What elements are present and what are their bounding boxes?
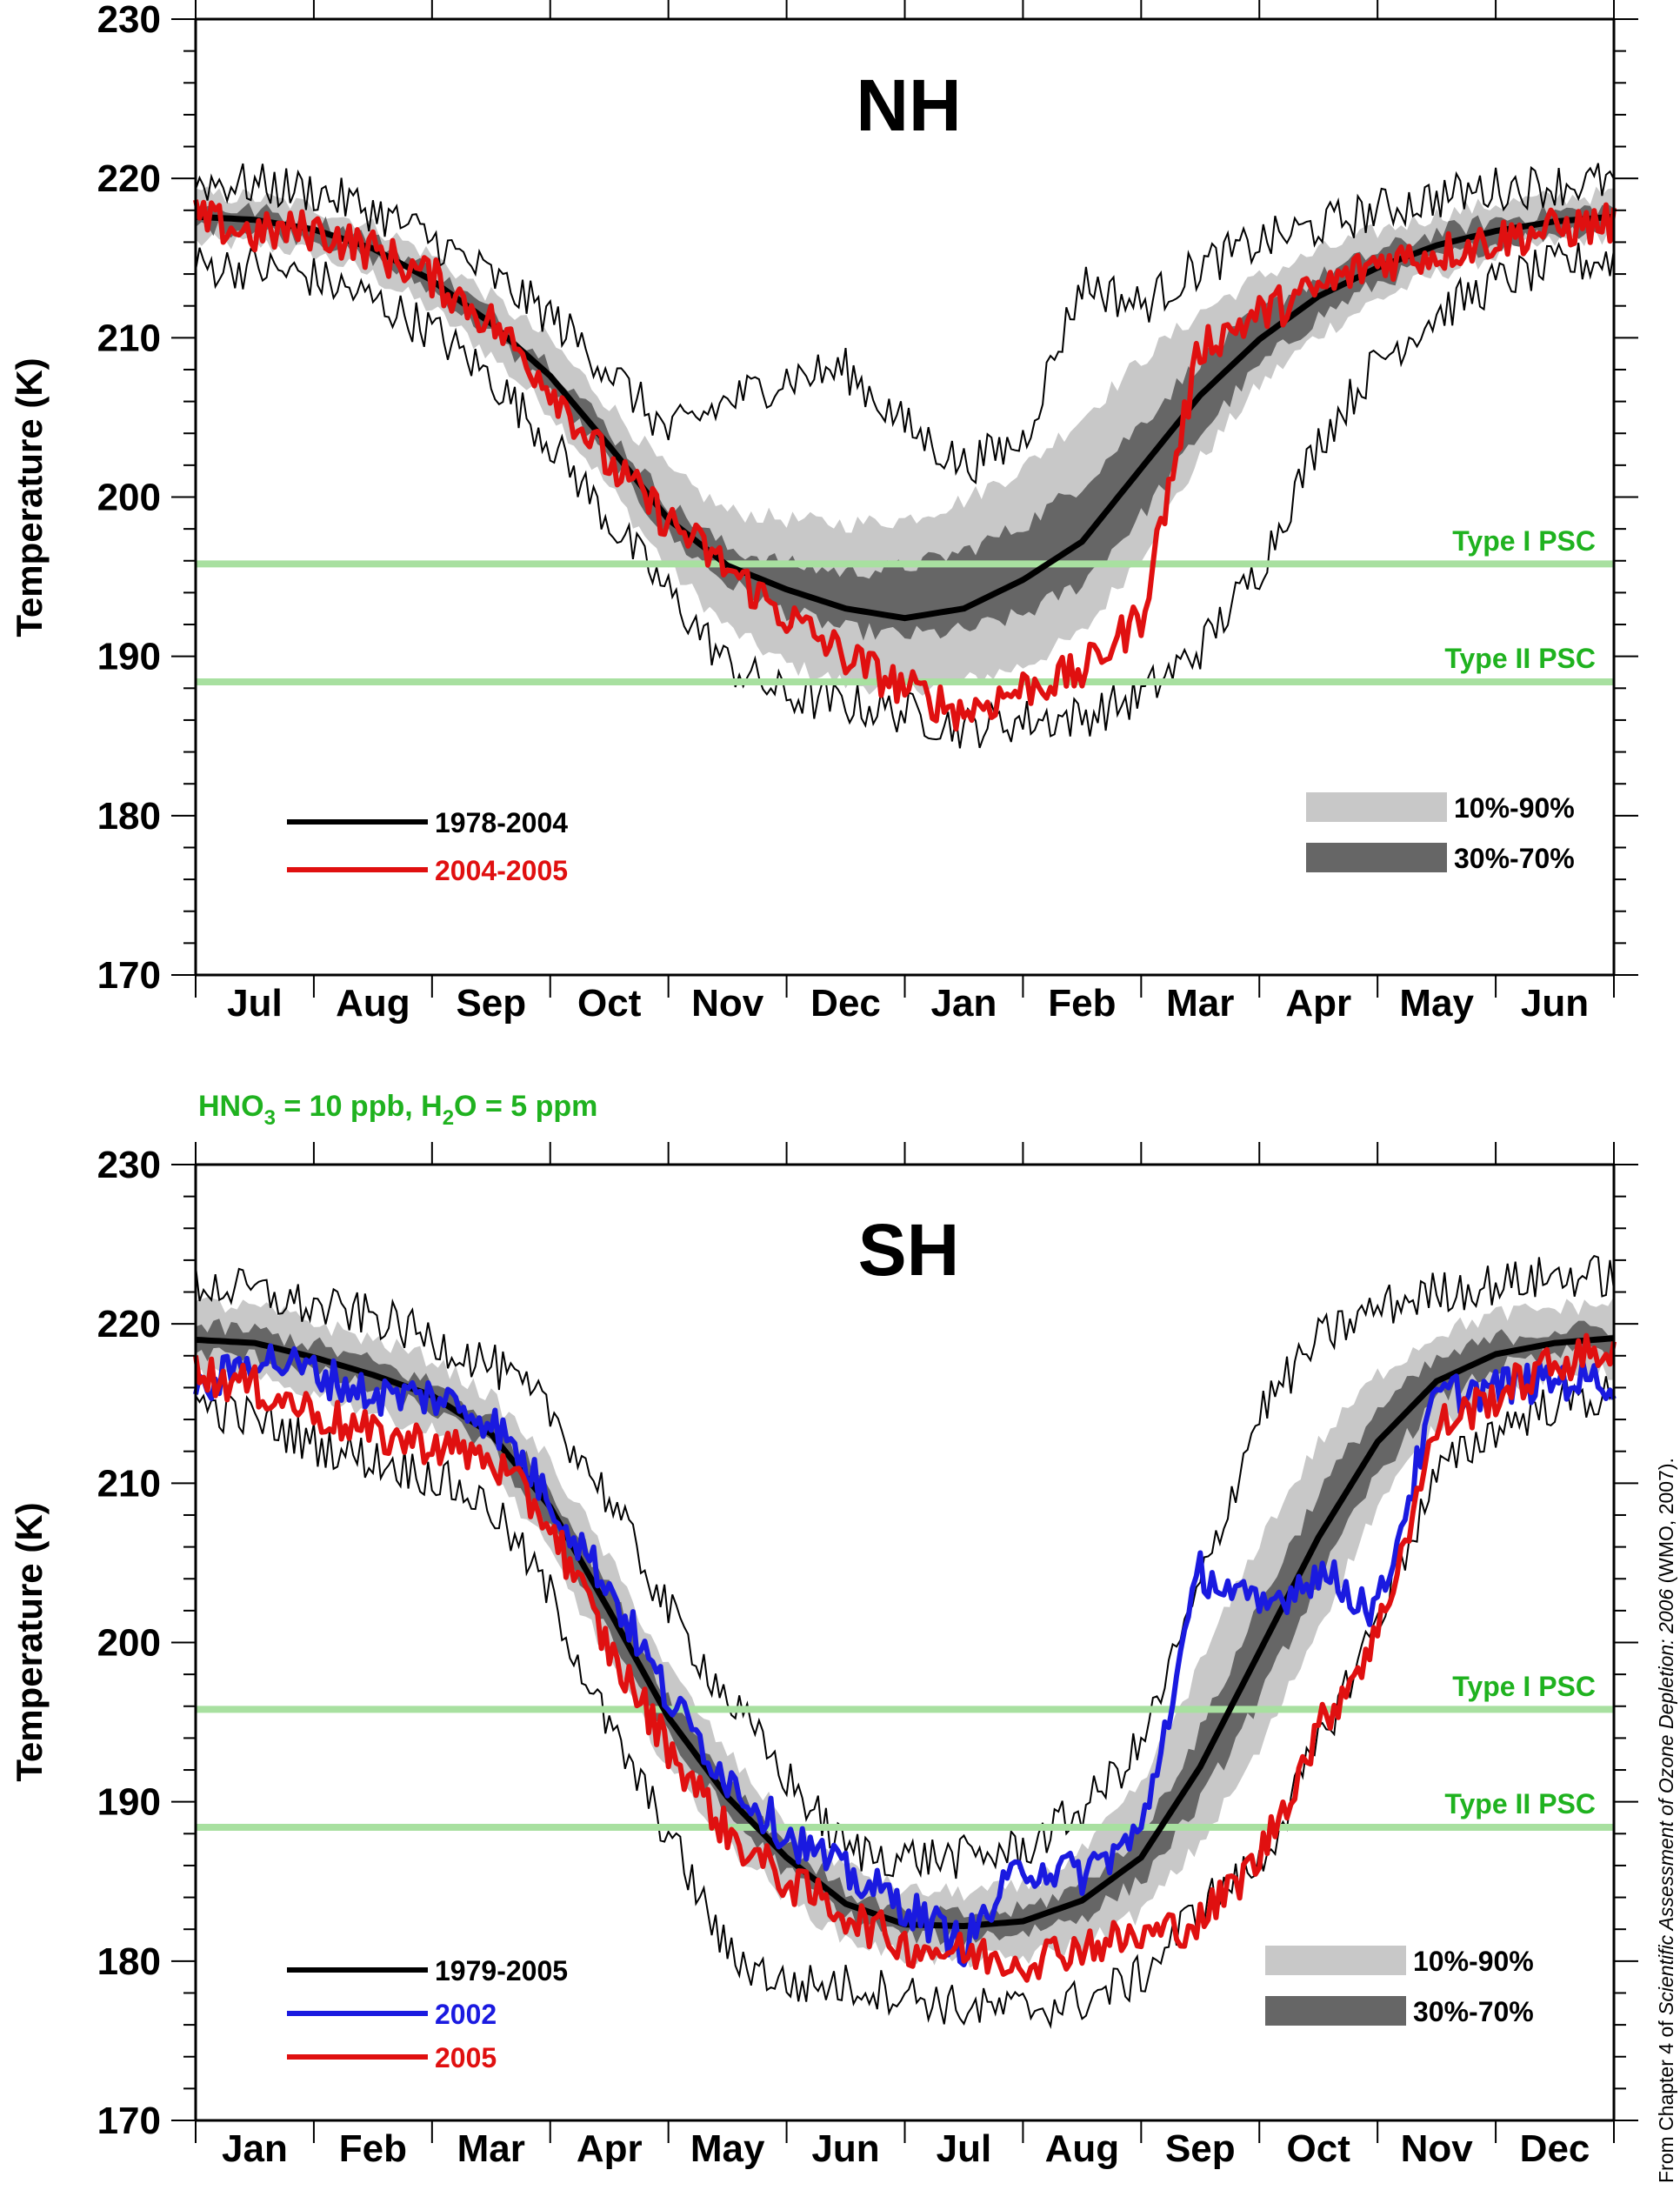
x-tick-label-jun: Jun — [1521, 982, 1589, 1025]
condition-label-post: O = 5 ppm — [454, 1090, 597, 1123]
x-tick-label-jul: Jul — [227, 982, 283, 1025]
y-tick-label: 220 — [97, 1303, 161, 1345]
x-tick-label-jun: Jun — [811, 2127, 879, 2170]
condition-label: HNO3 = 10 ppb, H2O = 5 ppm — [198, 1090, 597, 1130]
x-tick-label-oct: Oct — [577, 982, 642, 1025]
x-tick-label-may: May — [1399, 982, 1474, 1025]
sh-panel: Type I PSC Type II PSC 170 180 190 200 210 220 2… — [9, 1142, 1638, 2170]
psc-label-1: Type I PSC — [1452, 1671, 1596, 1702]
legend-band-label-1: 30%-70% — [1413, 1996, 1534, 2027]
series-line-2002 — [193, 1343, 1617, 1967]
psc-label-1: Type I PSC — [1452, 525, 1596, 557]
extreme-min-line — [195, 242, 1615, 749]
y-tick-label: 190 — [97, 1781, 161, 1824]
x-tick-label-sep: Sep — [456, 982, 526, 1025]
legend-label-1978-2004: 1978-2004 — [435, 807, 568, 838]
legend-band-label-0: 10%-90% — [1413, 1946, 1534, 1977]
extreme-min-line — [195, 1376, 1615, 2030]
extreme-max-line — [195, 163, 1615, 484]
y-tick-label: 220 — [97, 157, 161, 200]
psc-label-2: Type II PSC — [1444, 643, 1596, 674]
y-axis-label: Temperature (K) — [9, 1502, 50, 1781]
x-tick-label-jul: Jul — [937, 2127, 992, 2170]
condition-label-sub2: 2 — [443, 1106, 454, 1130]
x-tick-label-jan: Jan — [222, 2127, 288, 2170]
psc-label-2: Type II PSC — [1444, 1788, 1596, 1819]
chart-title: NH — [856, 64, 961, 146]
x-tick-label-oct: Oct — [1287, 2127, 1351, 2170]
legend-label-1979-2005: 1979-2005 — [435, 1955, 568, 1986]
series-line-2004-2005 — [193, 199, 1617, 732]
x-tick-label-aug: Aug — [1045, 2127, 1120, 2170]
credit-suffix: (WMO, 2007). — [1655, 1458, 1677, 1589]
band-10-90 — [196, 1296, 1614, 1968]
y-tick-label: 210 — [97, 317, 161, 359]
legend-label-2004-2005: 2004-2005 — [435, 855, 568, 886]
legend-band-label-0: 10%-90% — [1454, 792, 1575, 824]
y-tick-label: 190 — [97, 636, 161, 678]
x-tick-label-nov: Nov — [1401, 2127, 1474, 2170]
credit-title: Scientific Assessment of Ozone Depletion… — [1655, 1589, 1677, 2015]
y-tick-label: 230 — [97, 0, 161, 41]
legend-band-swatch-1 — [1265, 1996, 1406, 2026]
x-tick-label-feb: Feb — [1048, 982, 1116, 1025]
x-tick-label-aug: Aug — [336, 982, 410, 1025]
condition-label-sub1: 3 — [264, 1106, 276, 1130]
legend-band-swatch-1 — [1306, 843, 1447, 872]
condition-label-mid: = 10 ppb, H — [276, 1090, 443, 1123]
series-line-2005 — [193, 1332, 1617, 1983]
x-tick-label-nov: Nov — [691, 982, 764, 1025]
x-tick-label-mar: Mar — [457, 2127, 525, 2170]
y-tick-label: 180 — [97, 1940, 161, 1983]
credit-prefix: From Chapter 4 of — [1655, 2015, 1677, 2183]
source-credit: From Chapter 4 of Scientific Assessment … — [1655, 1458, 1677, 2183]
y-tick-label: 230 — [97, 1144, 161, 1186]
condition-label-pre: HNO — [198, 1090, 264, 1123]
extreme-max-line — [195, 1254, 1615, 1880]
x-tick-label-sep: Sep — [1165, 2127, 1236, 2170]
legend-band-swatch-0 — [1265, 1946, 1406, 1975]
y-tick-label: 200 — [97, 477, 161, 519]
x-tick-label-feb: Feb — [339, 2127, 407, 2170]
y-tick-label: 170 — [97, 954, 161, 997]
x-tick-label-may: May — [690, 2127, 765, 2170]
legend-label-2002: 2002 — [435, 1999, 497, 2030]
y-tick-label: 200 — [97, 1622, 161, 1665]
x-tick-label-dec: Dec — [1520, 2127, 1590, 2170]
legend-label-2005: 2005 — [435, 2042, 497, 2073]
y-tick-label: 170 — [97, 2100, 161, 2142]
nh-panel: Type I PSC Type II PSC 170 180 190 200 210 220 2… — [9, 0, 1638, 1025]
y-axis-label: Temperature (K) — [9, 357, 50, 637]
legend-band-label-1: 30%-70% — [1454, 843, 1575, 874]
x-tick-label-apr: Apr — [1285, 982, 1351, 1025]
y-tick-label: 180 — [97, 795, 161, 838]
legend-band-swatch-0 — [1306, 792, 1447, 822]
x-tick-label-dec: Dec — [810, 982, 881, 1025]
x-tick-label-apr: Apr — [577, 2127, 643, 2170]
chart-title: SH — [858, 1209, 960, 1291]
x-tick-label-jan: Jan — [931, 982, 997, 1025]
y-tick-label: 210 — [97, 1462, 161, 1505]
x-tick-label-mar: Mar — [1166, 982, 1234, 1025]
